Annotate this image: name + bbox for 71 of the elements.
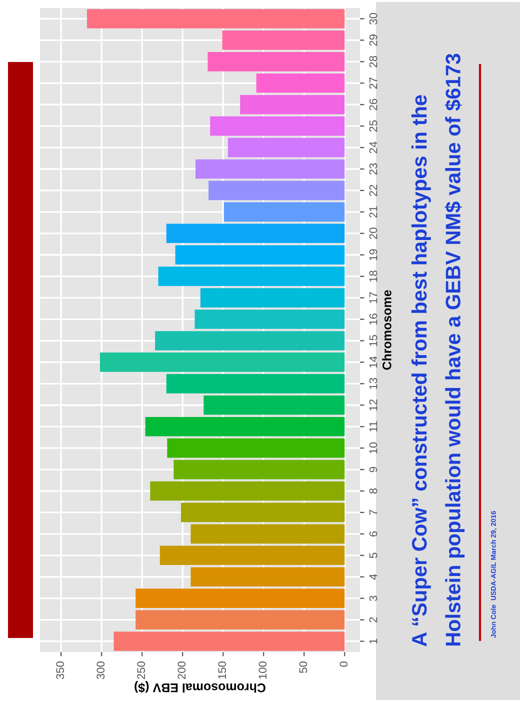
bar	[194, 310, 345, 329]
y-tick-label: 28	[369, 56, 378, 68]
x-tick-label: 300	[96, 661, 105, 680]
bar	[175, 245, 345, 265]
y-tick-label: 12	[369, 400, 378, 410]
y-tick-label: 9	[369, 466, 378, 472]
bar	[224, 202, 345, 222]
bar	[190, 567, 345, 587]
bar	[114, 632, 345, 651]
bar	[145, 416, 345, 436]
x-tick-label: 0	[340, 661, 348, 667]
y-axis-title: Chromosome	[382, 290, 392, 370]
bar	[210, 116, 345, 136]
bar	[160, 546, 345, 566]
bar	[155, 331, 345, 350]
x-tick-label: 100	[258, 661, 267, 679]
bar	[222, 30, 345, 50]
y-tick-label: 10	[369, 442, 378, 454]
y-tick-label: 21	[369, 206, 378, 218]
y-tick-label: 17	[369, 292, 378, 304]
text: A “Super Cow” constructed from best haplotypes in the Holstein population would have a GEBV NM$ value of $6173	[411, 54, 465, 646]
y-tick-label: 20	[369, 228, 378, 240]
bar	[86, 9, 345, 28]
bar	[136, 610, 345, 630]
y-tick-label: 18	[369, 270, 378, 282]
y-tick-label: 11	[369, 421, 378, 432]
y-tick-label: 23	[369, 163, 378, 175]
y-tick-label: 14	[369, 356, 378, 368]
y-tick-label: 4	[369, 574, 378, 580]
bar	[200, 288, 345, 308]
bar	[256, 73, 345, 93]
y-tick-label: 30	[369, 12, 378, 24]
bar	[100, 352, 345, 372]
bar	[240, 94, 345, 114]
y-tick-label: 26	[369, 98, 378, 110]
x-tick-label: 350	[56, 661, 64, 680]
y-tick-label: 16	[369, 314, 378, 325]
bar	[150, 481, 345, 501]
y-tick-label: 19	[369, 249, 378, 260]
x-axis-title: Chromosomal EBV ($)	[134, 680, 266, 693]
y-tick-label: 6	[369, 531, 378, 536]
y-tick-label: 5	[369, 552, 378, 558]
bar	[167, 438, 345, 458]
y-tick-label: 3	[369, 596, 378, 601]
bar	[208, 52, 345, 72]
x-tick-label: 250	[137, 661, 146, 680]
bar	[166, 224, 345, 244]
y-tick-label: 25	[369, 120, 378, 132]
bar	[208, 180, 345, 200]
y-tick-label: 24	[369, 142, 378, 154]
y-tick-label: 8	[369, 488, 378, 494]
x-tick-label: 150	[218, 661, 226, 679]
y-tick-label: 13	[369, 378, 378, 389]
y-tick-label: 15	[369, 335, 378, 346]
y-tick-label: 2	[369, 617, 378, 622]
y-tick-label: 27	[369, 78, 378, 89]
y-tick-label: 29	[369, 34, 378, 46]
bar	[204, 395, 345, 415]
bar	[180, 502, 345, 522]
bar	[158, 266, 345, 286]
bar	[166, 374, 345, 394]
x-tick-label: 50	[299, 661, 308, 673]
bar	[190, 524, 345, 544]
y-tick-label: 1	[369, 638, 378, 644]
bar	[196, 159, 345, 179]
y-tick-label: 7	[369, 510, 378, 515]
y-tick-label: 22	[369, 184, 378, 196]
bar	[174, 460, 345, 480]
x-tick-label: 200	[178, 661, 186, 680]
bar	[136, 588, 345, 608]
bar	[228, 138, 345, 158]
